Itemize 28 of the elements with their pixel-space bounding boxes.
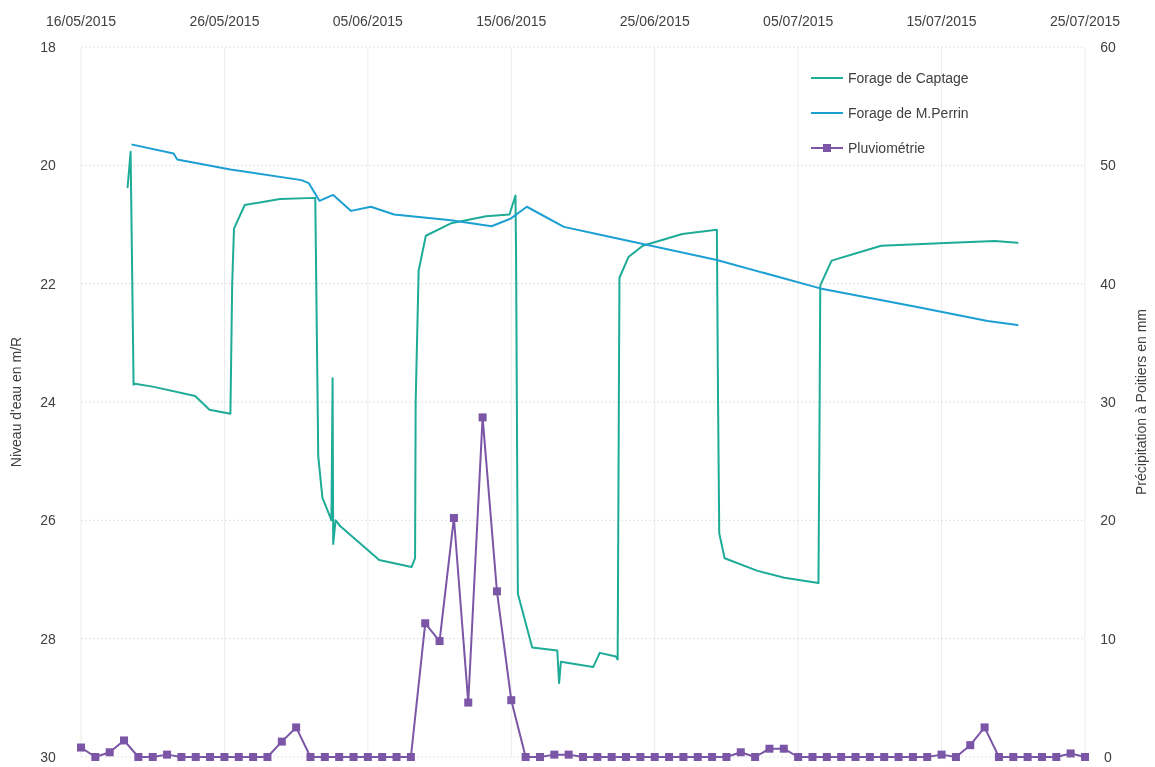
y-tick-label: 26 xyxy=(40,512,56,529)
x-tick-label: 15/07/2015 xyxy=(906,13,977,29)
y-tick-label: 28 xyxy=(40,630,56,647)
x-tick-label: 05/07/2015 xyxy=(763,13,834,29)
y-tick-label: 22 xyxy=(40,275,56,292)
y2-tick-label: 30 xyxy=(1100,394,1116,410)
line-series xyxy=(131,143,1019,327)
x-tick-label: 25/07/2015 xyxy=(1049,13,1121,29)
legend-label: Forage de M.Perrin xyxy=(848,105,969,121)
y2-tick-label: 20 xyxy=(1100,512,1116,529)
y-tick-label: 20 xyxy=(40,157,56,174)
y-tick-label: 18 xyxy=(40,39,56,55)
y2-axis-title: Précipitation à Poitiers en mm xyxy=(1133,309,1149,495)
y-axis-title: Niveau d'eau en m/R xyxy=(8,336,24,468)
x-tick-label: 05/06/2015 xyxy=(332,13,404,29)
x-tick-label: 16/05/2015 xyxy=(45,13,117,29)
legend-label: Pluviométrie xyxy=(848,140,926,156)
legend-label: Forage de Captage xyxy=(848,70,969,86)
y2-tick-label: 40 xyxy=(1100,275,1116,292)
x-tick-label: 25/06/2015 xyxy=(619,13,690,29)
y2-tick-label: 60 xyxy=(1100,39,1116,55)
x-tick-label: 26/05/2015 xyxy=(189,13,260,29)
x-tick-label: 15/06/2015 xyxy=(476,13,547,29)
y-tick-label: 30 xyxy=(40,749,56,765)
y2-tick-label: 50 xyxy=(1100,157,1116,174)
y-tick-label: 24 xyxy=(40,394,56,410)
y2-tick-label: 10 xyxy=(1100,630,1116,647)
y2-tick-label: 0 xyxy=(1104,749,1113,765)
